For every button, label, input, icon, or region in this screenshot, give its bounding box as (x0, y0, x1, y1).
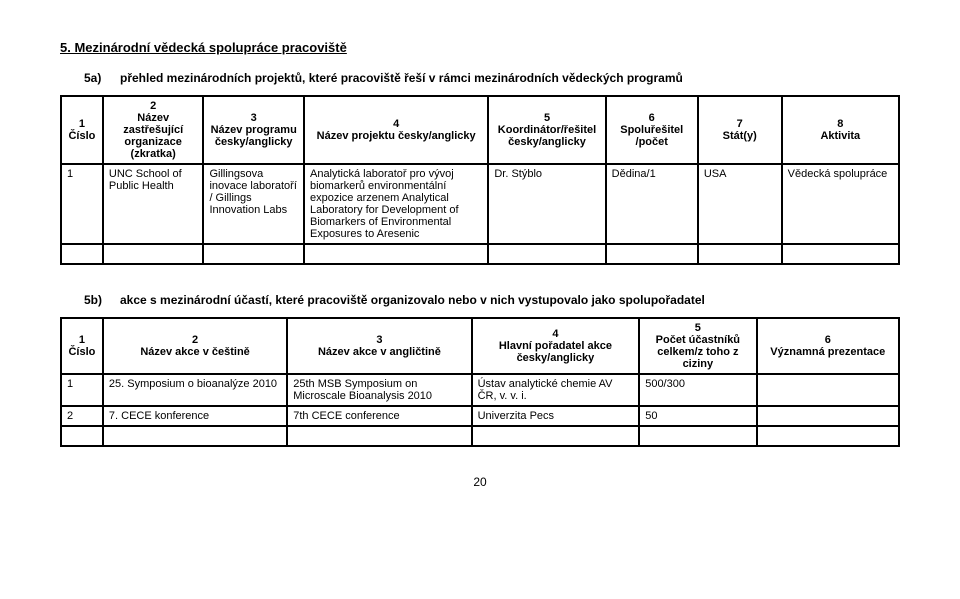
subheading-5b-label: 5b) (84, 293, 120, 307)
header-col-label: Název zastřešující organizace (zkratka) (109, 112, 198, 160)
table-5a-header-cell: 2Název zastřešující organizace (zkratka) (103, 96, 204, 164)
table-5a-header-row: 1Číslo2Název zastřešující organizace (zk… (61, 96, 899, 164)
table-5b-header-cell: 1Číslo (61, 318, 103, 374)
header-col-label: Významná prezentace (763, 346, 893, 358)
header-col-label: Aktivita (788, 130, 893, 142)
table-5b: 1Číslo2Název akce v češtině3Název akce v… (60, 317, 900, 447)
header-col-number: 8 (788, 118, 893, 130)
table-cell: 25. Symposium o bioanalýze 2010 (103, 374, 287, 406)
header-col-label: Číslo (67, 130, 97, 142)
table-cell (782, 244, 899, 264)
header-col-number: 3 (293, 334, 465, 346)
table-5b-header-cell: 2Název akce v češtině (103, 318, 287, 374)
table-5a-header-cell: 5Koordinátor/řešitel česky/anglicky (488, 96, 605, 164)
table-5a-header-cell: 3Název programu česky/anglicky (203, 96, 304, 164)
table-cell: Analytická laboratoř pro vývoj biomarker… (304, 164, 488, 244)
table-cell: Gillingsova inovace laboratoří / Gilling… (203, 164, 304, 244)
header-col-label: Název akce v češtině (109, 346, 281, 358)
header-col-label: Číslo (67, 346, 97, 358)
header-col-number: 1 (67, 334, 97, 346)
table-cell: Vědecká spolupráce (782, 164, 899, 244)
table-cell (61, 426, 103, 446)
table-5b-header-row: 1Číslo2Název akce v češtině3Název akce v… (61, 318, 899, 374)
table-cell: 2 (61, 406, 103, 426)
table-5a-header-cell: 6Spoluřešitel /počet (606, 96, 698, 164)
table-cell: Dědina/1 (606, 164, 698, 244)
table-cell (103, 426, 287, 446)
table-5b-header-cell: 3Název akce v angličtině (287, 318, 471, 374)
table-5a-header-cell: 4Název projektu česky/anglicky (304, 96, 488, 164)
table-cell: 1 (61, 164, 103, 244)
subheading-5a: 5a) přehled mezinárodních projektů, kter… (84, 71, 900, 85)
table-cell: Dr. Stýblo (488, 164, 605, 244)
table-cell: 500/300 (639, 374, 756, 406)
table-5b-header-cell: 5Počet účastníků celkem/z toho z ciziny (639, 318, 756, 374)
page-number: 20 (60, 475, 900, 489)
table-cell: Univerzita Pecs (472, 406, 640, 426)
table-cell: 25th MSB Symposium on Microscale Bioanal… (287, 374, 471, 406)
header-col-label: Koordinátor/řešitel česky/anglicky (494, 124, 599, 148)
table-cell: 1 (61, 374, 103, 406)
table-5a-header-cell: 1Číslo (61, 96, 103, 164)
header-col-number: 7 (704, 118, 776, 130)
table-5a-header-cell: 7Stát(y) (698, 96, 782, 164)
table-5b-header-cell: 6Významná prezentace (757, 318, 899, 374)
table-5a: 1Číslo2Název zastřešující organizace (zk… (60, 95, 900, 265)
header-col-number: 1 (67, 118, 97, 130)
table-cell: 7th CECE conference (287, 406, 471, 426)
table-cell: 7. CECE konference (103, 406, 287, 426)
table-cell: USA (698, 164, 782, 244)
subheading-5b: 5b) akce s mezinárodní účastí, které pra… (84, 293, 900, 307)
table-row (61, 426, 899, 446)
header-col-number: 5 (645, 322, 750, 334)
table-cell (203, 244, 304, 264)
header-col-number: 5 (494, 112, 599, 124)
table-cell: 50 (639, 406, 756, 426)
table-cell (639, 426, 756, 446)
header-col-number: 2 (109, 100, 198, 112)
header-col-label: Spoluřešitel /počet (612, 124, 692, 148)
header-col-number: 3 (209, 112, 298, 124)
section-heading-5: 5. Mezinárodní vědecká spolupráce pracov… (60, 40, 900, 55)
table-cell (61, 244, 103, 264)
header-col-number: 4 (478, 328, 634, 340)
table-cell (757, 406, 899, 426)
table-row: 1UNC School of Public HealthGillingsova … (61, 164, 899, 244)
table-row: 27. CECE konference7th CECE conferenceUn… (61, 406, 899, 426)
header-col-number: 2 (109, 334, 281, 346)
subheading-5a-label: 5a) (84, 71, 120, 85)
table-cell (698, 244, 782, 264)
header-col-number: 6 (612, 112, 692, 124)
table-cell (488, 244, 605, 264)
table-cell (757, 426, 899, 446)
table-cell (287, 426, 471, 446)
subheading-5a-text: přehled mezinárodních projektů, které pr… (120, 71, 683, 85)
table-cell (757, 374, 899, 406)
header-col-label: Název projektu česky/anglicky (310, 130, 482, 142)
table-row: 125. Symposium o bioanalýze 201025th MSB… (61, 374, 899, 406)
table-cell: Ústav analytické chemie AV ČR, v. v. i. (472, 374, 640, 406)
header-col-number: 4 (310, 118, 482, 130)
table-cell (606, 244, 698, 264)
table-5b-header-cell: 4Hlavní pořadatel akce česky/anglicky (472, 318, 640, 374)
table-row (61, 244, 899, 264)
header-col-number: 6 (763, 334, 893, 346)
table-cell (472, 426, 640, 446)
header-col-label: Stát(y) (704, 130, 776, 142)
header-col-label: Hlavní pořadatel akce česky/anglicky (478, 340, 634, 364)
header-col-label: Počet účastníků celkem/z toho z ciziny (645, 334, 750, 370)
header-col-label: Název programu česky/anglicky (209, 124, 298, 148)
table-cell (103, 244, 204, 264)
subheading-5b-text: akce s mezinárodní účastí, které pracovi… (120, 293, 705, 307)
table-cell: UNC School of Public Health (103, 164, 204, 244)
table-5a-header-cell: 8Aktivita (782, 96, 899, 164)
table-cell (304, 244, 488, 264)
header-col-label: Název akce v angličtině (293, 346, 465, 358)
